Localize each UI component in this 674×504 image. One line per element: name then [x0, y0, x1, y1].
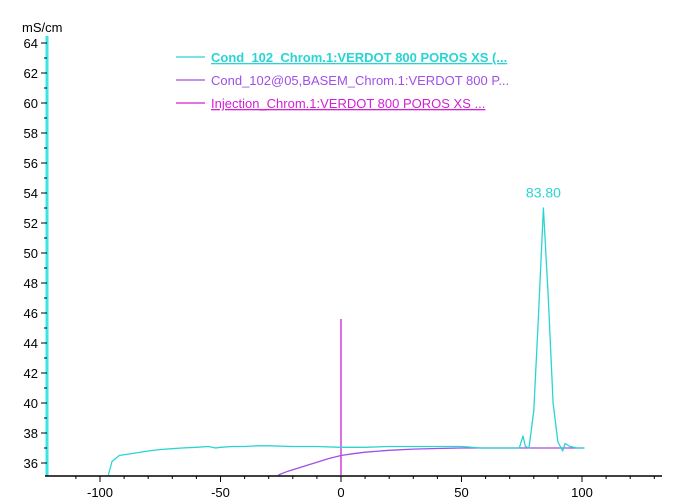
x-tick-label: -50 [211, 485, 230, 500]
series-line-1 [107, 207, 585, 476]
y-tick-label: 60 [24, 96, 38, 111]
x-tick-label: 50 [454, 485, 468, 500]
y-tick-label: 56 [24, 156, 38, 171]
y-tick-label: 46 [24, 306, 38, 321]
y-axis-unit-label: mS/cm [22, 20, 62, 35]
plot-area [107, 207, 585, 476]
series-line-2 [278, 447, 585, 476]
y-tick-label: 54 [24, 186, 38, 201]
annotations: 83.80 [526, 185, 561, 201]
legend-entry-2[interactable]: Cond_102@05,BASEM_Chrom.1:VERDOT 800 P..… [211, 73, 509, 88]
legend[interactable]: Cond_102_Chrom.1:VERDOT 800 POROS XS (..… [176, 50, 509, 111]
y-tick-label: 58 [24, 126, 38, 141]
y-tick-label: 44 [24, 336, 38, 351]
axes: mS/cm 36 38 40 42 44 46 48 50 52 54 56 58 60 62 64 -100 -… [22, 20, 662, 500]
legend-entry-3[interactable]: Injection_Chrom.1:VERDOT 800 POROS XS ..… [211, 96, 485, 111]
y-tick-label: 50 [24, 246, 38, 261]
peak-label: 83.80 [526, 185, 561, 201]
x-tick-label: 100 [571, 485, 593, 500]
y-tick-label: 42 [24, 366, 38, 381]
y-tick-label: 64 [24, 36, 38, 51]
x-tick-label: -100 [87, 485, 113, 500]
legend-entry-1[interactable]: Cond_102_Chrom.1:VERDOT 800 POROS XS (..… [211, 50, 507, 65]
x-tick-label: 0 [337, 485, 344, 500]
y-tick-label: 40 [24, 396, 38, 411]
y-tick-label: 52 [24, 216, 38, 231]
y-tick-label: 62 [24, 66, 38, 81]
y-tick-label: 48 [24, 276, 38, 291]
y-tick-label: 38 [24, 426, 38, 441]
y-tick-label: 36 [24, 456, 38, 471]
